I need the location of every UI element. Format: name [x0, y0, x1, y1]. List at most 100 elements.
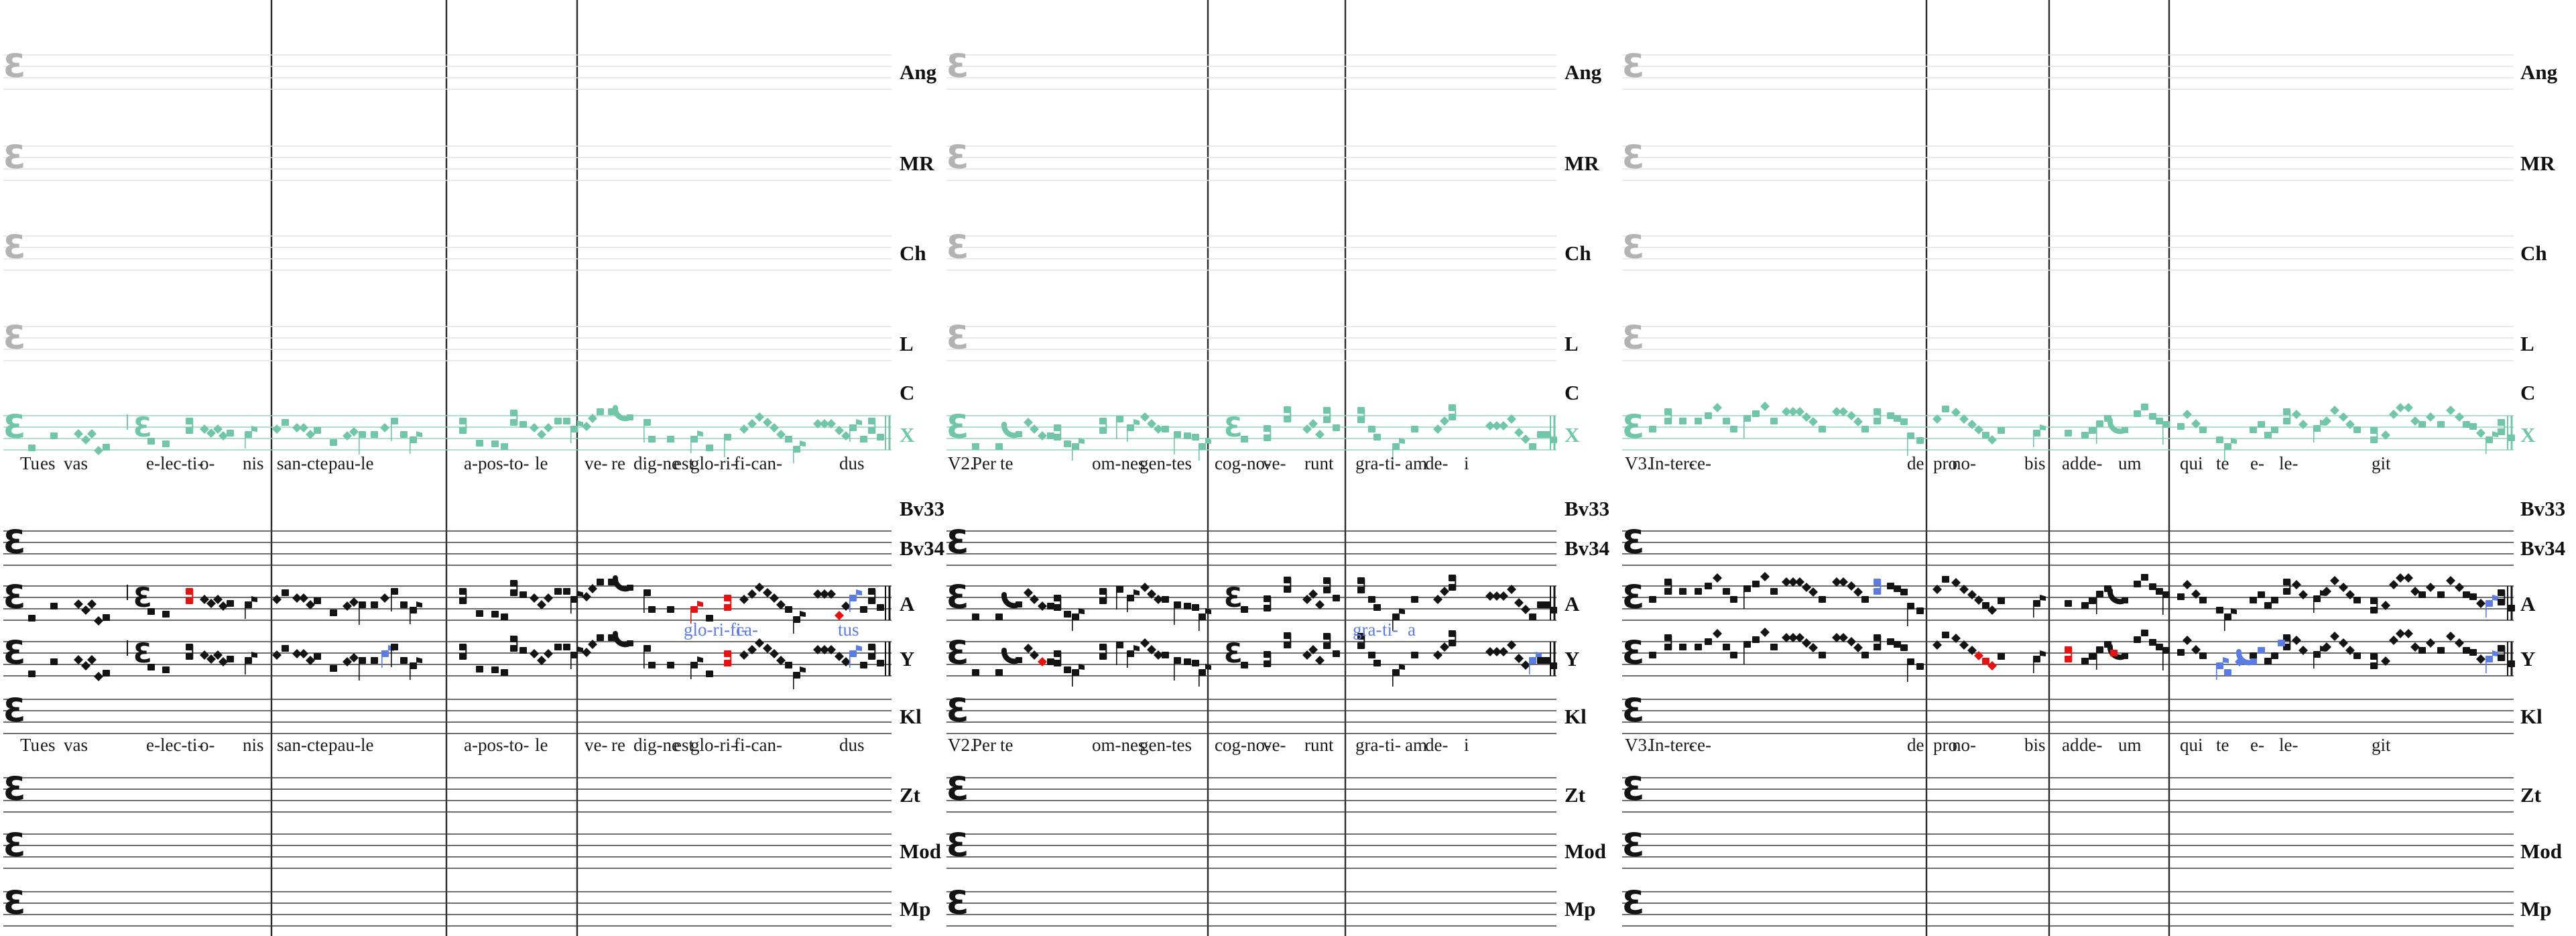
neume-diamond — [380, 593, 389, 603]
neume-flag — [2492, 595, 2498, 601]
neume-punctum — [1184, 658, 1191, 665]
neume-punctum — [972, 669, 979, 676]
neume-diamond — [343, 657, 352, 666]
neume-liquescent — [245, 601, 252, 608]
variant-lyric-syllable: ca- — [736, 620, 758, 640]
lyric-syllable: fi-can- — [734, 735, 782, 755]
neume-punctum — [1679, 418, 1686, 424]
neume-diamond — [1147, 645, 1156, 654]
neume-pes-lower — [459, 597, 467, 604]
neume-clivis-wave — [2107, 418, 2125, 434]
neume-diamond — [826, 589, 836, 599]
neume-clivis-wave — [612, 631, 630, 648]
neume-clivis-note — [627, 640, 633, 646]
neume-punctum — [2096, 420, 2103, 427]
neume-liquescent — [1529, 657, 1536, 664]
mid-clef-icon: Ɛ — [1224, 638, 1243, 669]
neume-pes-upper — [1874, 408, 1881, 415]
neume-pes-lower — [1099, 653, 1107, 660]
neume-punctum — [1411, 652, 1418, 658]
neume-punctum — [2162, 421, 2170, 428]
neume-diamond — [292, 649, 302, 658]
neume-punctum — [1162, 426, 1169, 432]
neume-pes-upper — [1664, 579, 1672, 585]
lyric-syllable: es — [40, 453, 56, 473]
neume-diamond — [2381, 430, 2390, 440]
neume-punctum — [1887, 583, 1894, 589]
neume-punctum — [1544, 657, 1551, 664]
neume-punctum — [2162, 647, 2170, 654]
lyric-syllable: ce- — [1689, 453, 1711, 473]
staff-label-C: C — [1565, 381, 1579, 404]
neume-diamond — [1030, 595, 1039, 604]
neume-diamond — [2455, 583, 2464, 592]
neume-punctum — [2110, 650, 2118, 656]
neume-punctum — [1770, 588, 1778, 595]
neume-diamond — [1974, 425, 1983, 434]
clef-icon-Mp: Ɛ — [1622, 884, 1644, 922]
neume-punctum — [2065, 430, 2072, 436]
staff-label-X: X — [2520, 423, 2536, 447]
neume-diamond — [1853, 643, 1863, 652]
neume-punctum — [972, 613, 979, 620]
neume-pes-upper — [868, 418, 875, 424]
neume-diamond — [2455, 638, 2464, 648]
neume-punctum — [877, 604, 884, 611]
neume-flag — [1079, 608, 1085, 614]
neume-diamond — [1521, 605, 1530, 614]
lyric-syllable: cog-no- — [1215, 735, 1271, 755]
neume-punctum — [1887, 412, 1894, 419]
clef-icon-Ang: Ɛ — [1622, 48, 1644, 85]
neume-pes-upper — [510, 636, 517, 642]
neume-diamond — [1951, 634, 1961, 643]
neume-diamond — [813, 419, 822, 428]
neume-punctum — [1047, 432, 1054, 439]
neume-diamond — [841, 431, 851, 441]
neume-pes-lower — [1284, 586, 1291, 593]
lyric-syllable: pau-le — [328, 735, 373, 755]
neume-liquescent — [1392, 669, 1400, 676]
neume-diamond — [826, 645, 836, 654]
neume-liquescent — [2033, 600, 2040, 607]
neume-punctum — [476, 440, 483, 447]
neume-punctum — [2271, 426, 2278, 433]
neume-diamond — [1832, 407, 1841, 416]
neume-diamond — [1967, 590, 1977, 599]
neume-punctum — [28, 670, 36, 677]
lyric-syllable: te — [1000, 735, 1014, 755]
neume-punctum — [1333, 424, 1340, 431]
neume-diamond — [1713, 573, 1722, 583]
lyric-syllable: le — [535, 453, 548, 473]
neume-punctum — [1184, 432, 1191, 439]
neume-diamond — [1713, 403, 1722, 412]
neume-punctum — [1900, 418, 1908, 425]
neume-punctum — [1743, 415, 1751, 422]
neume-punctum — [1730, 652, 1737, 658]
neume-diamond — [2426, 412, 2435, 422]
neume-diamond — [1485, 421, 1495, 430]
neume-punctum — [103, 614, 110, 621]
staff-label-MR: MR — [1565, 152, 1599, 175]
neume-punctum — [643, 645, 651, 652]
neume-pes-lower — [1264, 605, 1271, 611]
neume-punctum — [648, 606, 656, 613]
neume-flag — [416, 657, 422, 663]
neume-punctum — [563, 418, 570, 424]
neume-punctum — [2177, 593, 2185, 600]
neume-diamond — [1959, 640, 1969, 650]
mid-clef-icon: Ɛ — [1224, 412, 1243, 443]
staff-label-MR: MR — [2520, 152, 2555, 175]
neume-punctum — [391, 644, 398, 650]
lyric-syllable: dus — [839, 735, 865, 755]
lyric-syllable: le- — [2279, 735, 2298, 755]
neume-diamond — [1987, 605, 1997, 615]
neume-pes-lower — [2370, 607, 2378, 613]
clef-icon-A: Ɛ — [3, 579, 25, 616]
neume-pes-lower — [186, 427, 193, 434]
neume-pes-upper — [724, 650, 731, 657]
neume-pes-lower — [868, 427, 875, 434]
neume-liquescent — [410, 607, 417, 613]
neume-diamond — [841, 657, 851, 666]
neume-punctum — [1916, 663, 1924, 670]
